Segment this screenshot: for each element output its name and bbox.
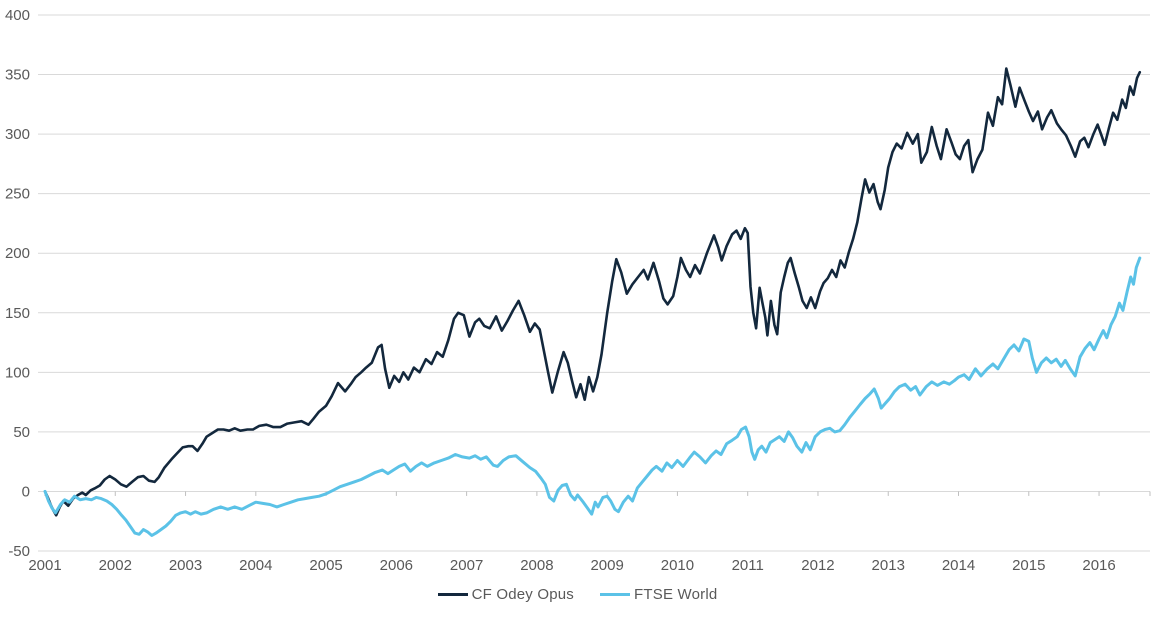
x-axis-label-2009: 2009	[590, 557, 623, 574]
y-axis-label-150: 150	[5, 305, 30, 322]
y-axis-label-400: 400	[5, 7, 30, 24]
x-axis-label-2011: 2011	[732, 557, 764, 574]
x-axis-labels: 2001 2002 2003 2004 2005 2006 2007 2008 2009 2010…	[28, 557, 1115, 574]
x-axis-label-2012: 2012	[801, 557, 834, 574]
y-axis-label-300: 300	[5, 126, 30, 143]
series-lines	[43, 67, 1142, 537]
x-axis-ticks	[44, 491, 1151, 496]
y-axis-label-100: 100	[5, 364, 30, 381]
x-axis-label-2002: 2002	[99, 557, 132, 574]
y-axis-label-250: 250	[5, 186, 30, 203]
x-axis-label-2007: 2007	[450, 557, 483, 574]
y-axis-label--50: -50	[8, 543, 30, 560]
x-axis-label-2016: 2016	[1082, 557, 1115, 574]
cf-odey-opus-line-swatch	[437, 593, 468, 596]
y-axis-label-0: 0	[22, 483, 30, 500]
x-axis-label-2013: 2013	[872, 557, 905, 574]
ftse-world-line-swatch	[600, 593, 631, 596]
x-axis-label-2010: 2010	[661, 557, 694, 574]
x-axis-label-2015: 2015	[1012, 557, 1045, 574]
x-axis-label-2001: 2001	[28, 557, 61, 574]
x-axis-label-2005: 2005	[309, 557, 342, 574]
ftse-world-line	[43, 256, 1142, 537]
cf-odey-opus-line	[43, 67, 1142, 517]
legend-label-cf-odey-opus: CF Odey Opus	[471, 586, 575, 603]
gridlines	[38, 14, 1150, 552]
y-axis-label-50: 50	[13, 424, 30, 441]
legend-item-ftse-world: FTSE World	[600, 586, 717, 603]
x-axis-label-2003: 2003	[169, 557, 202, 574]
y-axis-label-200: 200	[5, 245, 30, 262]
x-axis-label-2006: 2006	[380, 557, 413, 574]
legend-item-cf-odey-opus: CF Odey Opus	[437, 586, 575, 603]
chart-legend: CF Odey Opus FTSE World	[0, 586, 1155, 603]
legend-label-ftse-world: FTSE World	[634, 586, 718, 603]
y-axis-label-350: 350	[5, 67, 30, 84]
x-axis-label-2004: 2004	[239, 557, 272, 574]
x-axis-label-2008: 2008	[520, 557, 553, 574]
x-axis-label-2014: 2014	[942, 557, 975, 574]
y-axis-labels: 400 350 300 250 200 150 100 50 0 -50	[5, 7, 30, 560]
